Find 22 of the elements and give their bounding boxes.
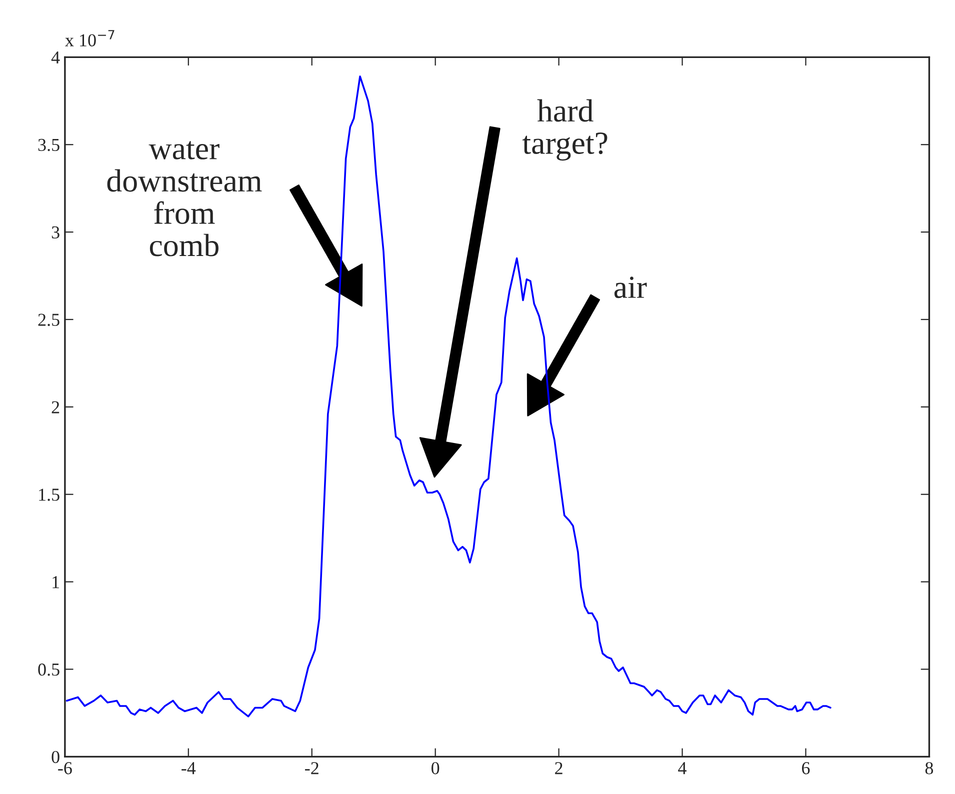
y-tick-label: 0.5 — [38, 664, 60, 676]
annotation: hard target? — [522, 99, 608, 161]
y-tick-label: 2 — [52, 401, 60, 414]
y-tick-label: 1 — [52, 576, 59, 588]
y-tick-label: 1.5 — [39, 488, 60, 501]
x-tick-label: 2 — [555, 762, 562, 774]
annotation: air — [614, 276, 647, 298]
y-tick-label: 0 — [52, 750, 60, 764]
y-tick-label: 4 — [51, 52, 60, 64]
text: x 10$^{−7}$ — [65, 30, 114, 46]
y-tick-label: 3.5 — [38, 138, 60, 152]
x-tick-label: 6 — [802, 762, 810, 774]
annotation: water downstream from comb — [107, 141, 262, 256]
line-series — [66, 76, 832, 718]
x-tick-label: 8 — [925, 762, 934, 774]
x-tick-label: 4 — [678, 762, 687, 774]
x-tick-label: 0 — [432, 762, 440, 774]
y-tick-label: 3 — [52, 226, 60, 238]
y-tick-label: 2.5 — [38, 314, 60, 326]
x-tick-label: -2 — [305, 762, 318, 774]
x-tick-label: -6 — [58, 762, 72, 774]
x-tick-label: -4 — [182, 762, 196, 774]
